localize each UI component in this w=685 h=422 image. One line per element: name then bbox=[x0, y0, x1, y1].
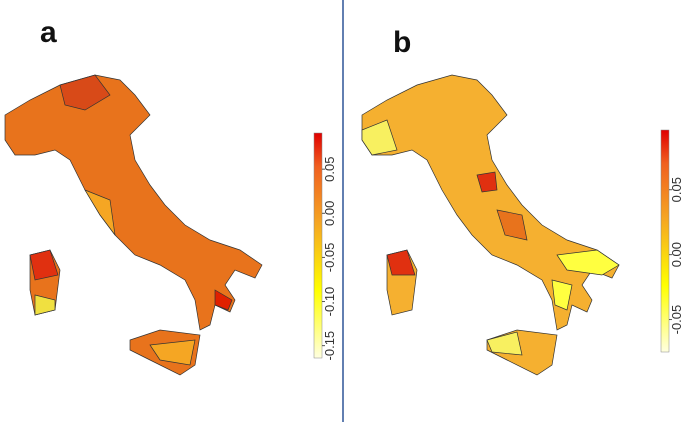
colorbar-tick-label: 0.05 bbox=[322, 157, 337, 182]
colorbar-tick-label: 0.05 bbox=[669, 177, 684, 202]
colorbar-tick-label: 0.00 bbox=[322, 201, 337, 226]
colorbar-tick-label: -0.10 bbox=[322, 287, 337, 317]
colorbar-tick-label: -0.05 bbox=[669, 305, 684, 335]
panel-label: a bbox=[40, 16, 57, 49]
colorbar bbox=[660, 129, 670, 353]
colorbar bbox=[313, 132, 323, 359]
colorbar-tick-label: 0.00 bbox=[669, 242, 684, 267]
panel-label: b bbox=[393, 26, 411, 59]
colorbar-tick-label: -0.15 bbox=[322, 331, 337, 361]
map-b bbox=[361, 74, 620, 376]
map-a bbox=[4, 74, 263, 376]
colorbar-tick-label: -0.05 bbox=[322, 243, 337, 273]
